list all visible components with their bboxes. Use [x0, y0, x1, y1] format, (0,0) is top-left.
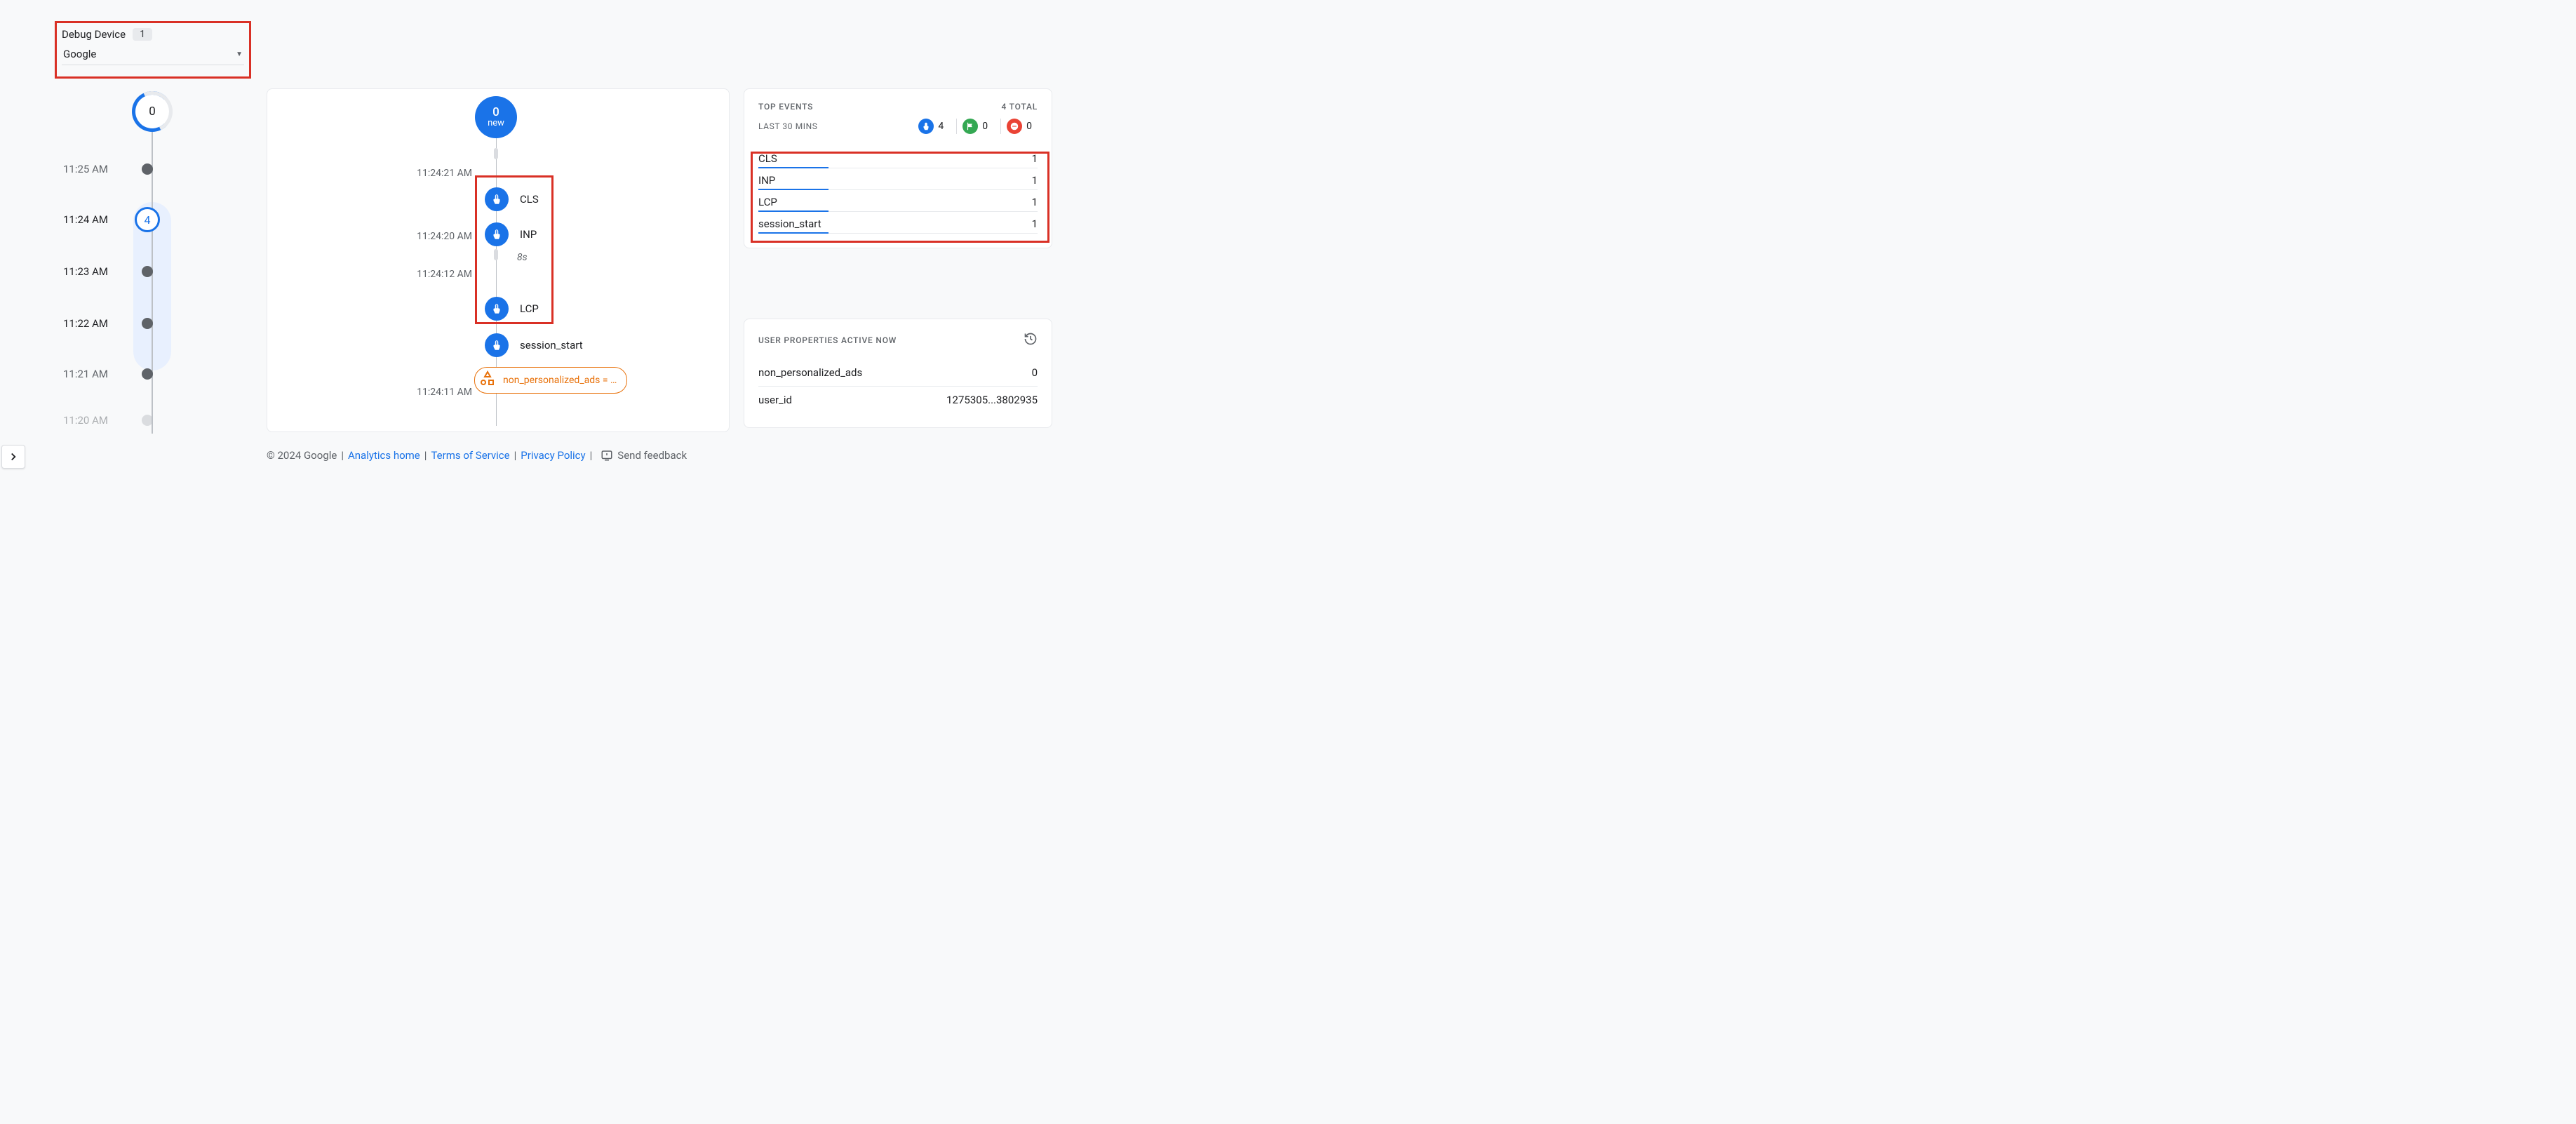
- touch-icon: [918, 119, 934, 134]
- terms-link[interactable]: Terms of Service: [431, 449, 509, 462]
- event-count: 1: [1032, 174, 1038, 187]
- time-label: 11:23 AM: [63, 265, 114, 278]
- flag-icon: [962, 119, 978, 134]
- stream-timestamp: 11:24:21 AM: [402, 168, 472, 179]
- event-name: session_start: [758, 218, 821, 230]
- debug-device-label: Debug Device: [62, 28, 126, 41]
- event-name: INP: [758, 174, 775, 187]
- error-icon: [1007, 119, 1022, 134]
- top-events-card: TOP EVENTS 4 TOTAL LAST 30 MINS 4 0: [744, 88, 1052, 248]
- feedback-label: Send feedback: [617, 449, 687, 462]
- time-dot: [142, 415, 153, 426]
- new-count: 0: [492, 106, 499, 119]
- live-bubble[interactable]: 0: [132, 91, 173, 132]
- timeline-row[interactable]: 11:22 AM: [63, 313, 153, 334]
- debug-device-selector: Debug Device 1 Google ▼: [62, 28, 244, 65]
- time-dot: [142, 368, 153, 380]
- stream-timestamp: 11:24:12 AM: [402, 269, 472, 280]
- event-row[interactable]: LCP 1: [758, 190, 1038, 212]
- property-row[interactable]: user_id 1275305...3802935: [758, 387, 1038, 413]
- event-count: 1: [1032, 196, 1038, 208]
- timeline-row[interactable]: 11:25 AM: [63, 159, 153, 180]
- debug-device-count-badge: 1: [133, 28, 152, 41]
- time-label: 11:24 AM: [63, 213, 114, 226]
- history-icon[interactable]: [1024, 332, 1038, 348]
- expand-sidebar-button[interactable]: [1, 445, 25, 469]
- top-events-subtitle: LAST 30 MINS: [758, 121, 818, 131]
- event-row[interactable]: CLS 1: [758, 147, 1038, 168]
- timeline-row[interactable]: 11:20 AM: [63, 410, 153, 431]
- error-count: 0: [1026, 121, 1032, 132]
- time-label: 11:20 AM: [63, 414, 114, 427]
- stream-gap-marker: [494, 249, 498, 260]
- timeline-row[interactable]: 11:23 AM: [63, 261, 153, 282]
- property-name: user_id: [758, 394, 792, 406]
- touch-icon: [485, 297, 509, 321]
- event-node[interactable]: LCP: [485, 297, 539, 321]
- analytics-home-link[interactable]: Analytics home: [348, 449, 420, 462]
- event-label: INP: [520, 228, 537, 241]
- debug-device-dropdown[interactable]: Google ▼: [62, 45, 244, 65]
- minute-timeline: 0 11:25 AM 11:24 AM 4 11:23 AM 11:22 AM …: [63, 90, 246, 434]
- time-label: 11:22 AM: [63, 317, 114, 330]
- user-properties-card: USER PROPERTIES ACTIVE NOW non_personali…: [744, 319, 1052, 428]
- property-value: 1275305...3802935: [946, 394, 1038, 406]
- user-props-title: USER PROPERTIES ACTIVE NOW: [758, 335, 897, 345]
- event-name: LCP: [758, 196, 777, 208]
- new-events-bubble[interactable]: 0 new: [475, 96, 517, 138]
- stream-timestamp: 11:24:11 AM: [402, 387, 472, 398]
- send-feedback-button[interactable]: Send feedback: [601, 449, 687, 462]
- touch-count: 4: [938, 121, 944, 132]
- time-dot: [142, 266, 153, 277]
- event-node[interactable]: INP: [485, 222, 537, 246]
- event-row[interactable]: session_start 1: [758, 212, 1038, 234]
- user-property-pill[interactable]: non_personalized_ads = …: [474, 367, 627, 394]
- event-count: 1: [1032, 152, 1038, 165]
- event-bar: [758, 232, 829, 234]
- touch-icon: [485, 187, 509, 211]
- event-type-stats: 4 0 0: [918, 119, 1038, 134]
- top-events-total: 4 TOTAL: [1002, 102, 1038, 112]
- event-label: session_start: [520, 339, 583, 352]
- event-label: CLS: [520, 193, 539, 206]
- time-dot: [142, 163, 153, 175]
- timeline-row[interactable]: 11:21 AM: [63, 363, 153, 384]
- chevron-down-icon: ▼: [236, 51, 243, 58]
- stream-gap-marker: [494, 148, 498, 159]
- touch-icon: [485, 333, 509, 357]
- flag-count: 0: [982, 121, 988, 132]
- time-label: 11:21 AM: [63, 368, 114, 380]
- live-bubble-count: 0: [149, 105, 156, 119]
- new-label: new: [488, 119, 504, 128]
- time-label: 11:25 AM: [63, 163, 114, 175]
- event-stream-card: 0 new 11:24:21 AM CLS INP 11:24:20 AM 8s…: [267, 88, 730, 432]
- time-dot: [142, 318, 153, 329]
- stream-timestamp: 11:24:20 AM: [402, 231, 472, 242]
- selected-time-bubble: 4: [135, 207, 160, 232]
- touch-icon: [485, 222, 509, 246]
- property-row[interactable]: non_personalized_ads 0: [758, 359, 1038, 387]
- property-value: 0: [1032, 366, 1038, 379]
- event-row[interactable]: INP 1: [758, 168, 1038, 190]
- timeline-row-selected[interactable]: 11:24 AM 4: [63, 209, 160, 230]
- property-name: non_personalized_ads: [758, 366, 862, 379]
- event-node[interactable]: session_start: [485, 333, 583, 357]
- event-count: 1: [1032, 218, 1038, 230]
- shapes-icon: [479, 370, 496, 390]
- gap-duration: 8s: [517, 252, 528, 263]
- event-node[interactable]: CLS: [485, 187, 539, 211]
- dropdown-value: Google: [63, 48, 96, 60]
- top-events-title: TOP EVENTS: [758, 102, 813, 112]
- copyright: © 2024 Google: [267, 449, 337, 462]
- footer: © 2024 Google | Analytics home | Terms o…: [267, 449, 814, 462]
- event-label: LCP: [520, 302, 539, 315]
- pill-label: non_personalized_ads = …: [503, 375, 617, 386]
- event-name: CLS: [758, 152, 777, 165]
- privacy-link[interactable]: Privacy Policy: [521, 449, 585, 462]
